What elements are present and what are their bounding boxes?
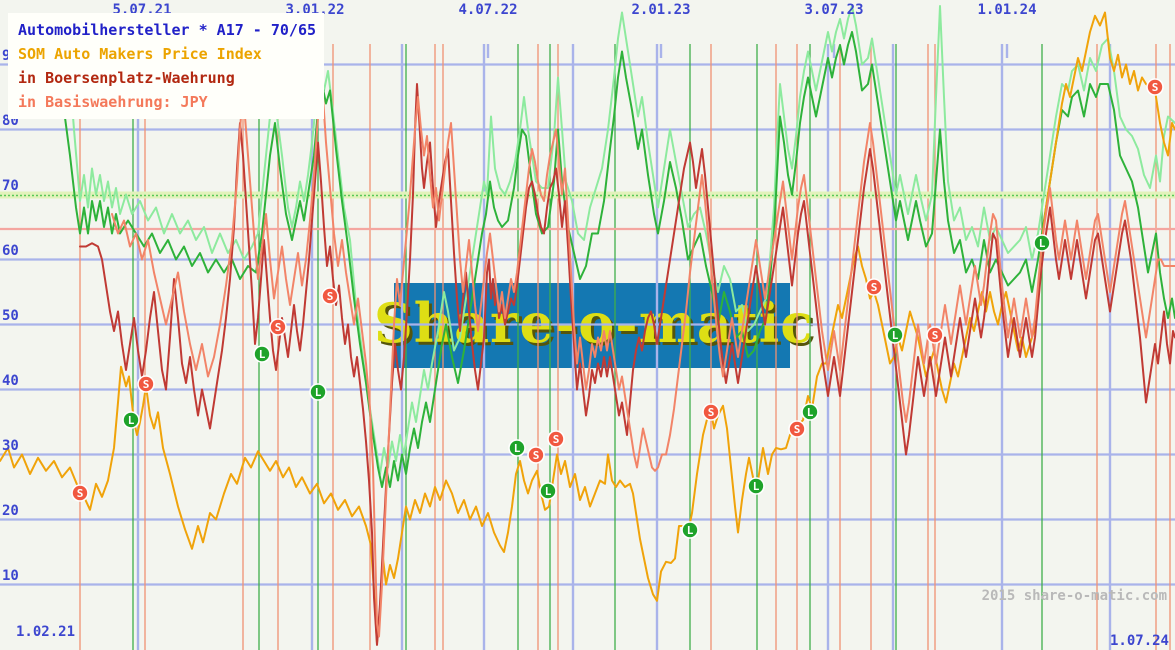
series-price-base-salmon [111,63,1175,638]
x-axis-label: 4.07.22 [458,2,518,18]
marker-circle [702,403,720,421]
marker-letter: S [871,281,878,294]
marker-letter: S [143,378,150,391]
marker-circle [539,482,557,500]
buy-signal-marker: L [801,403,819,421]
buy-signal-marker: L [508,439,526,457]
marker-letter: S [275,321,282,334]
marker-circle [547,430,565,448]
sell-signal-marker: S [527,446,545,464]
copyright-text: 2015 share-o-matic.com [981,588,1167,604]
sell-signal-marker: S [321,287,339,305]
marker-letter: S [794,423,801,436]
x-axis-label: 1.01.24 [977,2,1037,18]
sell-signal-marker: S [702,403,720,421]
marker-circle [71,484,89,502]
marker-letter: L [514,442,521,455]
y-axis-label: 20 [2,502,19,519]
y-axis-label: 60 [2,242,19,259]
legend-box: Automobilhersteller * A17 - 70/65 SOM Au… [8,13,324,119]
marker-circle [269,318,287,336]
buy-signal-marker: L [309,383,327,401]
sell-signal-marker: S [137,375,155,393]
y-axis-label: 70 [2,177,19,194]
y-axis-label: 50 [2,307,19,324]
y-axis-label: 30 [2,437,19,454]
marker-letter: S [327,290,334,303]
marker-circle [865,278,883,296]
series-index-light-green [54,5,1175,475]
marker-letter: S [77,487,84,500]
marker-letter: L [1039,237,1046,250]
marker-circle [309,383,327,401]
marker-circle [788,420,806,438]
sell-signal-marker: S [926,326,944,344]
marker-circle [137,375,155,393]
marker-letter: S [533,449,540,462]
buy-signal-marker: L [747,477,765,495]
marker-circle [801,403,819,421]
marker-circle [681,521,699,539]
marker-letter: S [932,329,939,342]
marker-letter: L [259,348,266,361]
marker-circle [886,326,904,344]
series-price-exchange-red [79,83,1175,646]
marker-letter: L [892,329,899,342]
marker-letter: L [545,485,552,498]
x-axis-end-date: 1.07.24 [1109,633,1169,649]
buy-signal-marker: L [681,521,699,539]
sell-signal-marker: S [1146,78,1164,96]
sell-signal-marker: S [788,420,806,438]
marker-letter: L [807,406,814,419]
buy-signal-marker: L [539,482,557,500]
legend-title: Automobilhersteller * A17 - 70/65 [18,21,317,39]
legend-exchange-currency: in Boersenplatz-Waehrung [18,69,235,87]
marker-circle [926,326,944,344]
legend-index-name: SOM Auto Makers Price Index [18,45,262,63]
sell-signal-marker: S [269,318,287,336]
marker-circle [122,411,140,429]
marker-letter: S [1152,81,1159,94]
buy-signal-marker: L [253,345,271,363]
marker-letter: S [708,406,715,419]
buy-signal-marker: L [1033,234,1051,252]
upper-threshold-band [0,191,1175,199]
x-axis-label: 3.07.23 [804,2,864,18]
series-layer [0,5,1175,646]
sell-signal-marker: S [71,484,89,502]
marker-letter: L [128,414,135,427]
y-axis-label: 10 [2,567,19,584]
buy-signal-marker: L [886,326,904,344]
marker-letter: S [553,433,560,446]
marker-circle [747,477,765,495]
sell-signal-marker: S [865,278,883,296]
marker-circle [1033,234,1051,252]
sell-signal-marker: S [547,430,565,448]
y-axis-label: 40 [2,372,19,389]
marker-circle [253,345,271,363]
marker-circle [321,287,339,305]
marker-circle [1146,78,1164,96]
marker-circle [527,446,545,464]
marker-letter: L [753,480,760,493]
x-axis-start-date: 1.02.21 [16,624,76,640]
marker-circle [508,439,526,457]
x-axis-label: 2.01.23 [631,2,691,18]
legend-base-currency: in Basiswaehrung: JPY [18,93,208,111]
marker-letter: L [687,524,694,537]
buy-signal-marker: L [122,411,140,429]
marker-letter: L [315,386,322,399]
